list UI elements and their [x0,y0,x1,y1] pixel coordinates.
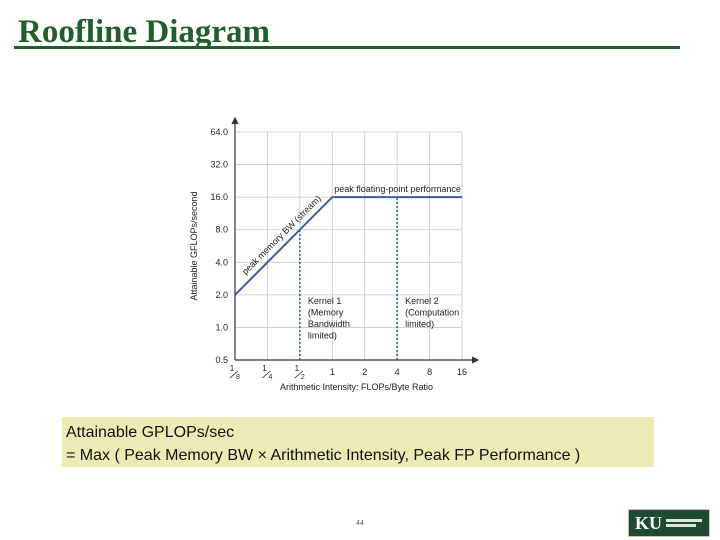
x-tick-label: 1 [330,367,335,377]
y-tick-label: 32.0 [210,160,228,170]
kernel-2-label-line: (Computation [405,307,459,317]
memory-roof-annotation: peak memory BW (stream) [240,193,323,276]
y-tick-label: 4.0 [215,257,228,267]
logo-text: KU [635,512,662,533]
slide-title: Roofline Diagram [18,14,271,50]
formula-box: Attainable GPLOPs/sec = Max ( Peak Memor… [62,417,654,467]
x-tick-label-denominator: 8 [236,374,240,381]
y-tick-label: 0.5 [215,355,228,365]
x-tick-label-numerator: 1 [230,364,235,373]
x-tick-fraction-slash [294,370,304,379]
x-tick-label-numerator: 1 [262,364,267,373]
kernel-2-label-line: limited) [405,319,434,329]
page-number: 44 [356,520,364,527]
x-tick-fraction-slash [262,370,271,379]
kernel-1-label-line: (Memory [308,307,344,317]
kernel-1-label-line: limited) [308,330,337,340]
formula-line-1: Attainable GPLOPs/sec [66,424,235,441]
x-axis-label: Arithmetic Intensity: FLOPs/Byte Ratio [280,382,433,392]
formula-line-2: = Max ( Peak Memory BW × Arithmetic Inte… [66,447,581,464]
x-tick-label: 4 [395,367,400,377]
kernel-1-label-line: Kernel 1 [308,296,342,306]
y-tick-label: 2.0 [215,290,228,300]
x-tick-label: 2 [362,367,367,377]
x-tick-fraction-slash [229,370,239,379]
y-tick-label: 16.0 [210,192,228,202]
compute-roof-annotation: peak floating-point performance [334,184,461,194]
x-tick-label: 8 [427,367,432,377]
logo-emblem-icon [666,518,702,528]
y-tick-label: 64.0 [210,127,228,137]
x-tick-label-denominator: 2 [301,374,305,381]
kernel-2-label-line: Kernel 2 [405,296,439,306]
y-axis-label: Attainable GFLOPs/second [189,191,199,300]
x-tick-label-denominator: 4 [268,374,272,381]
y-tick-label: 8.0 [215,225,228,235]
x-tick-label-numerator: 1 [295,364,300,373]
x-tick-label: 16 [457,367,467,377]
university-logo: KU [628,509,710,537]
y-tick-label: 1.0 [215,322,228,332]
kernel-1-label-line: Bandwidth [308,319,350,329]
title-underline [14,46,680,49]
